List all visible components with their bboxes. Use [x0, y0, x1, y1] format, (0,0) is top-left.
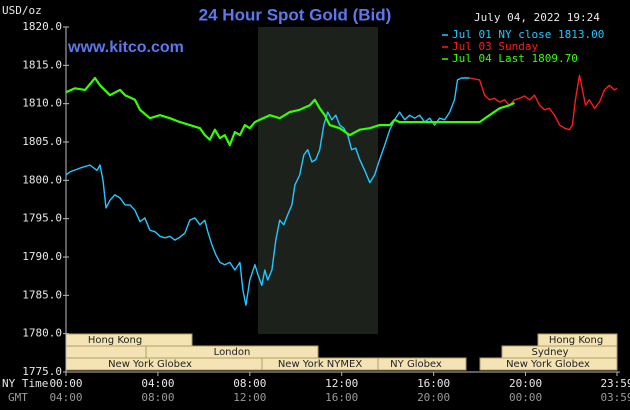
session-label: Hong Kong — [88, 335, 142, 346]
x-axis-label: GMT — [8, 391, 28, 404]
y-tick-label: 1810.0 — [22, 97, 62, 110]
x-tick-label: 00:00 — [49, 377, 82, 390]
gmt-tick-label: 04:00 — [49, 391, 82, 404]
y-tick-label: 1780.0 — [22, 327, 62, 340]
y-tick-label: 1805.0 — [22, 135, 62, 148]
gmt-tick-label: 12:00 — [233, 391, 266, 404]
session-box — [65, 345, 147, 359]
legend-label: Jul 04 Last 1809.70 — [452, 52, 578, 65]
session-label: Sydney — [531, 347, 568, 358]
x-tick-label: 20:00 — [509, 377, 542, 390]
series-line — [65, 76, 515, 147]
session-label: New York Globex — [506, 359, 590, 370]
series-line — [469, 74, 618, 131]
y-tick-label: 1820.0 — [22, 20, 62, 33]
y-tick-label: 1775.0 — [22, 365, 62, 378]
gmt-tick-label: 20:00 — [417, 391, 450, 404]
y-tick-label: 1795.0 — [22, 212, 62, 225]
gmt-tick-label: 03:59 — [600, 391, 630, 404]
chart-title: 24 Hour Spot Gold (Bid) — [199, 5, 392, 24]
legend-label: Jul 01 NY close 1813.00 — [452, 28, 604, 41]
source: www.kitco.com — [67, 39, 184, 56]
sessions: Hong Kong London New York Globex New Yor… — [65, 333, 618, 371]
gmt-tick-label: 08:00 — [141, 391, 174, 404]
session-label: New York NYMEX — [278, 359, 363, 370]
x-tick-label: 12:00 — [325, 377, 358, 390]
session-box — [377, 357, 467, 371]
y-tick-label: 1790.0 — [22, 250, 62, 263]
session-label: NY Globex — [390, 359, 442, 370]
y-tick-label: 1785.0 — [22, 288, 62, 301]
gmt-tick-label: 00:00 — [509, 391, 542, 404]
x-tick-label: 23:59 — [600, 377, 630, 390]
y-tick-label: 1800.0 — [22, 173, 62, 186]
session-label: New York Globex — [108, 359, 192, 370]
y-tick-label: 1815.0 — [22, 58, 62, 71]
legend-label: Jul 03 Sunday — [452, 40, 538, 53]
x-tick-label: 04:00 — [141, 377, 174, 390]
timestamp: July 04, 2022 19:24 — [474, 11, 600, 24]
x-tick-label: 16:00 — [417, 377, 450, 390]
session-box — [479, 357, 618, 371]
x-tick-label: 08:00 — [233, 377, 266, 390]
gmt-tick-label: 16:00 — [325, 391, 358, 404]
series-line — [65, 77, 470, 306]
y-unit: USD/oz — [2, 4, 42, 17]
session-label: London — [214, 347, 251, 358]
x-axis-label: NY Time — [2, 377, 48, 390]
nymex-shade — [258, 27, 378, 334]
session-label: Hong Kong — [549, 335, 603, 346]
